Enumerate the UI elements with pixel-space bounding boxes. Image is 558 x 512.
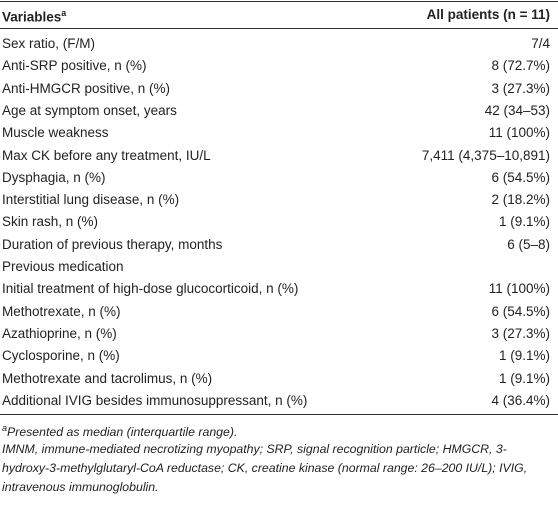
row-value: 6 (54.5%): [491, 169, 550, 185]
row-value: 42 (34–53): [484, 102, 550, 118]
row-label: Anti-HMGCR positive, n (%): [2, 80, 171, 96]
row-label: Sex ratio, (F/M): [2, 36, 96, 51]
row-value: 1 (9.1%): [498, 214, 550, 230]
top-rule: [0, 1, 558, 2]
row-value: 3 (27.3%): [491, 80, 550, 96]
row-label: Azathioprine, n (%): [2, 325, 117, 341]
header-text: Variables: [2, 9, 62, 25]
abbreviations: IMNM, immune-mediated necrotizing myopat…: [2, 442, 528, 494]
row-label: Muscle weakness: [2, 125, 109, 141]
row-label: Initial treatment of high-dose glucocort…: [2, 281, 299, 297]
row-label: Skin rash, n (%): [2, 214, 99, 230]
header-variables: Variablesa: [2, 5, 66, 26]
row-value: 6 (54.5%): [491, 303, 550, 319]
row-value: 11 (100%): [488, 281, 550, 297]
row-value: 7,411 (4,375–10,891): [421, 147, 550, 163]
row-label: Methotrexate, n (%): [2, 303, 121, 319]
header-all-patients: All patients (n = 11): [426, 7, 550, 22]
header-rule: [0, 28, 558, 29]
row-value: 2 (18.2%): [491, 192, 550, 208]
footnote-text: Presented as median (interquartile range…: [7, 425, 238, 440]
row-value: 11 (100%): [488, 125, 550, 141]
row-label: Cyclosporine, n (%): [2, 348, 120, 364]
footnote-mark: a: [2, 423, 8, 433]
row-value: 4 (36.4%): [491, 392, 550, 408]
row-label: Anti-SRP positive, n (%): [2, 58, 147, 74]
row-label: Dysphagia, n (%): [2, 169, 106, 185]
row-label: Age at symptom onset, years: [2, 102, 177, 118]
row-label: Previous medication: [2, 259, 124, 274]
row-value: 7/4: [531, 36, 550, 51]
row-label: Interstitial lung disease, n (%): [2, 192, 180, 208]
bottom-rule: [0, 414, 558, 415]
footnote: aPresented as median (interquartile rang…: [2, 419, 552, 442]
row-label: Max CK before any treatment, IU/L: [2, 147, 211, 163]
row-value: 8 (72.7%): [491, 58, 550, 74]
row-label: Methotrexate and tacrolimus, n (%): [2, 370, 213, 386]
row-value: 1 (9.1%): [498, 348, 550, 364]
footnote-mark: a: [61, 8, 67, 18]
row-value: 3 (27.3%): [491, 325, 550, 341]
row-value: 1 (9.1%): [498, 370, 550, 386]
row-label: Additional IVIG besides immunosuppressan…: [2, 392, 308, 408]
row-value: 6 (5–8): [507, 236, 550, 252]
row-label: Duration of previous therapy, months: [2, 236, 223, 252]
